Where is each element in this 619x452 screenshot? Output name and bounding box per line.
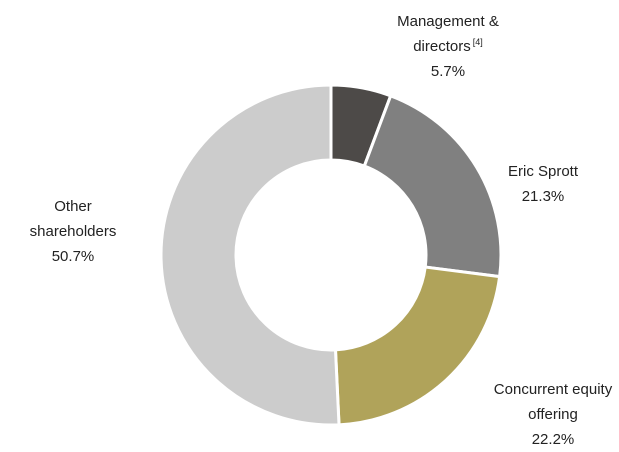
category-label: Eric Sprott [507, 163, 579, 180]
donut-slice [333, 265, 502, 427]
category-label: Other shareholders [29, 198, 117, 240]
value-label: 22.2% [531, 431, 575, 448]
value-label: 21.3% [521, 188, 565, 205]
category-label: Management & directors [397, 13, 499, 55]
slice-label: Concurrent equity offering 22.2% [488, 377, 618, 452]
slice-label: Management & directors [4] 5.7% [383, 9, 513, 84]
donut-slice [159, 83, 341, 427]
slice-label: Other shareholders 50.7% [18, 194, 128, 269]
slice-label: Eric Sprott 21.3% [493, 159, 593, 209]
value-label: 5.7% [430, 63, 466, 80]
value-label: 50.7% [51, 248, 95, 265]
footnote-ref: [4] [472, 37, 483, 47]
donut-slice [362, 93, 503, 279]
category-label: Concurrent equity offering [493, 381, 613, 423]
